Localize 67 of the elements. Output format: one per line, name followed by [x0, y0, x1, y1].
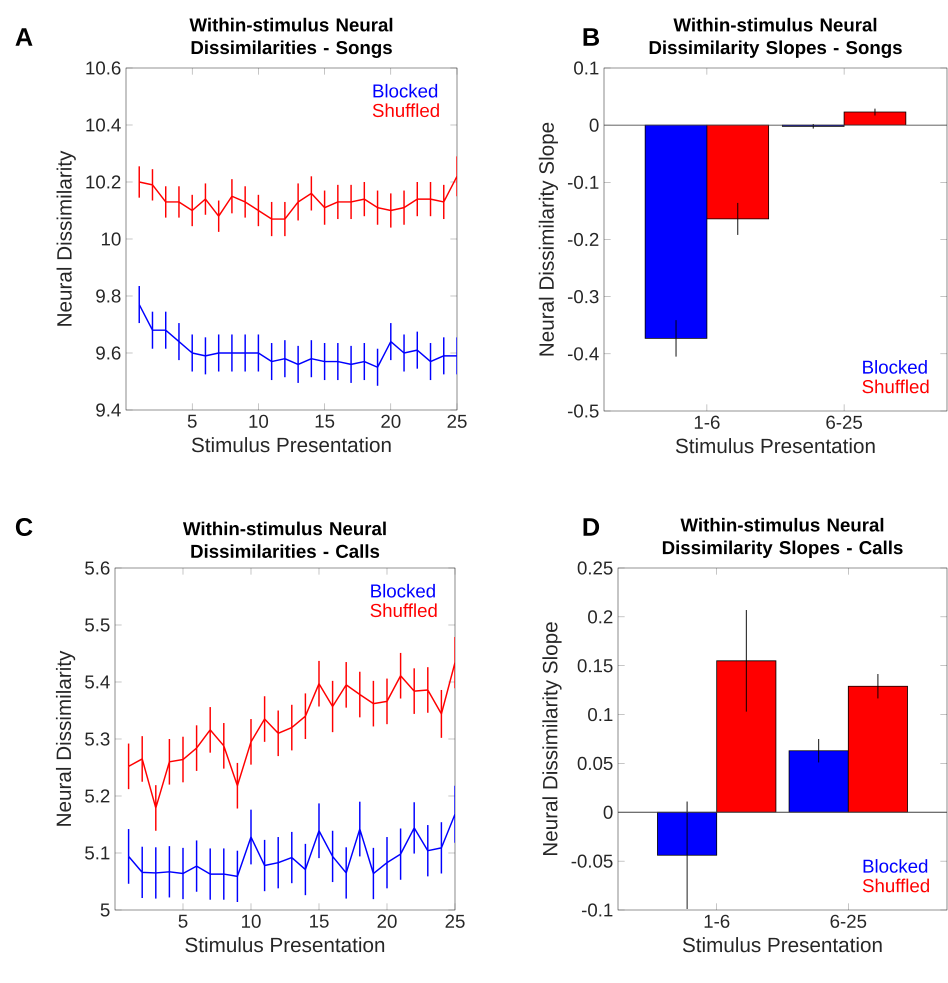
y-axis-title: Neural Dissimilarity — [56, 150, 76, 326]
x-axis-title: Stimulus Presentation — [185, 937, 384, 952]
x-tick-label: 20 — [378, 914, 397, 928]
x-tick-label: 15 — [316, 414, 334, 428]
y-tick-label: 0.05 — [578, 756, 613, 770]
chart-title: Within-stimulus Neural Dissimilarities - Calls — [182, 522, 386, 558]
x-tick-label: 25 — [446, 914, 465, 928]
y-tick-label: 9.8 — [96, 289, 120, 303]
y-tick-label: 0.15 — [578, 659, 613, 672]
text: Shuffled — [370, 603, 437, 618]
x-axis-title: Stimulus Presentation — [676, 438, 875, 454]
y-tick-label: 5.5 — [85, 618, 110, 632]
x-tick-label: 5 — [178, 914, 188, 928]
x-tick-label: 1-6 — [704, 914, 730, 928]
y-tick-label: 9.6 — [96, 346, 120, 360]
y-tick-label: -0.2 — [568, 232, 598, 246]
text: Blocked — [374, 84, 438, 98]
x-tick-label: 6-25 — [826, 416, 862, 429]
y-tick-label: 10.4 — [86, 118, 121, 132]
y-tick-label: -0.4 — [568, 347, 599, 360]
y-tick-label: 5.3 — [85, 732, 110, 746]
text: Shuffled — [862, 380, 929, 394]
y-tick-label: -0.1 — [568, 176, 598, 189]
x-tick-label: 10 — [242, 914, 261, 928]
text: Blocked — [864, 859, 928, 873]
y-tick-label: 5.2 — [85, 789, 110, 803]
y-tick-label: 0.2 — [588, 610, 612, 624]
y-tick-label: 9.4 — [96, 403, 121, 417]
y-tick-label: -0.1 — [582, 903, 612, 917]
text: D — [584, 518, 600, 536]
text: Shuffled — [372, 103, 439, 118]
y-tick-label: 5.1 — [85, 846, 110, 860]
y-tick-label: 0 — [590, 118, 599, 132]
chart-title: Within-stimulus Neural Dissimilarity Slopes - Songs — [650, 18, 902, 58]
y-tick-label: 5.4 — [85, 675, 110, 689]
text: C — [16, 518, 32, 536]
y-axis-title: Neural Dissimilarity Slope — [542, 622, 562, 856]
y-axis-title: Neural Dissimilarity — [56, 650, 76, 826]
y-tick-label: 5.6 — [85, 561, 110, 575]
y-tick-label: 10.6 — [86, 61, 120, 75]
x-tick-label: 5 — [188, 414, 197, 428]
chart-title: Within-stimulus Neural Dissimilarity Slopes - Calls — [662, 518, 903, 558]
y-tick-label: -0.05 — [572, 854, 613, 868]
y-tick-label: 0 — [604, 806, 613, 819]
y-tick-label: 0.25 — [578, 561, 613, 575]
x-axis-title: Stimulus Presentation — [682, 937, 882, 952]
text: B — [584, 28, 599, 46]
y-tick-label: -0.3 — [568, 290, 598, 304]
text: Blocked — [371, 584, 435, 598]
y-tick-label: 0.1 — [574, 61, 598, 75]
text: A — [15, 28, 32, 46]
x-tick-label: 15 — [310, 914, 329, 928]
x-tick-label: 10 — [249, 414, 268, 428]
x-tick-label: 25 — [448, 414, 467, 428]
x-axis-title: Stimulus Presentation — [192, 437, 391, 452]
y-tick-label: 0.1 — [588, 708, 612, 722]
chart-title: Within-stimulus Neural Dissimilarities - Songs — [189, 18, 392, 58]
text: Blocked — [863, 360, 927, 374]
x-tick-label: 20 — [381, 414, 400, 428]
x-tick-label: 6-25 — [830, 914, 866, 928]
y-axis-title: Neural Dissimilarity Slope — [538, 122, 558, 356]
y-tick-label: -0.5 — [568, 404, 599, 418]
y-tick-label: 5 — [100, 903, 110, 917]
y-tick-label: 10 — [102, 232, 121, 246]
y-tick-label: 10.2 — [86, 175, 120, 189]
text: Shuffled — [862, 878, 929, 892]
x-tick-label: 1-6 — [694, 416, 720, 429]
